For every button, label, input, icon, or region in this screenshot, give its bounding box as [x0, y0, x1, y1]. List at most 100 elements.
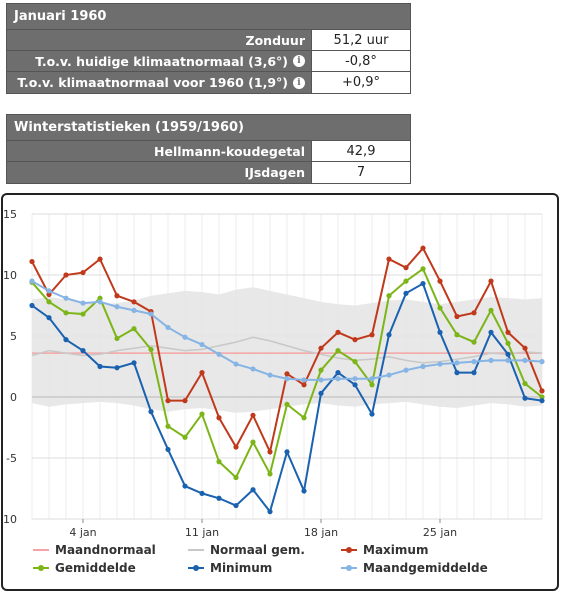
data-point-maximum	[233, 444, 239, 450]
data-point-maximum	[97, 256, 103, 262]
data-point-gemiddelde	[148, 346, 154, 353]
data-point-maximum	[369, 332, 375, 338]
data-point-gemiddelde	[386, 293, 392, 299]
data-point-gemiddelde	[454, 332, 460, 338]
data-point-minimum	[199, 490, 205, 496]
y-tick-label: 10	[3, 269, 17, 282]
legend-item[interactable]: Normaal gem.	[188, 543, 305, 557]
data-point-maandgemiddelde	[488, 357, 494, 363]
data-point-maximum	[539, 388, 545, 394]
data-point-minimum	[29, 302, 35, 309]
legend-item[interactable]: Maandgemiddelde	[341, 561, 488, 575]
data-point-maandgemiddelde	[454, 360, 460, 366]
series-line-normaal-gem	[31, 336, 543, 364]
legend-label: Maandgemiddelde	[363, 561, 488, 575]
data-point-minimum	[284, 449, 290, 455]
data-point-maandgemiddelde	[386, 372, 392, 378]
y-tick-label: 0	[10, 391, 17, 404]
row-value-zonduur: 51,2 uur	[311, 30, 410, 50]
data-point-maximum	[335, 329, 341, 335]
legend-label: Minimum	[210, 561, 273, 575]
legend-item[interactable]: Gemiddelde	[33, 561, 136, 575]
data-point-maandgemiddelde	[437, 361, 443, 367]
data-point-minimum	[46, 315, 52, 321]
data-point-maandgemiddelde	[114, 304, 120, 310]
data-point-minimum	[369, 411, 375, 417]
data-point-maximum	[46, 291, 52, 298]
winter-stats-title: Winterstatistieken (1959/1960)	[7, 115, 410, 141]
legend-label: Maandnormaal	[55, 543, 156, 557]
data-point-gemiddelde	[114, 335, 120, 342]
data-point-minimum	[522, 395, 528, 401]
data-point-maandgemiddelde	[318, 377, 324, 383]
data-point-minimum	[403, 290, 409, 296]
row-label-hellmann: Hellmann-koudegetal	[154, 143, 305, 159]
data-point-minimum	[131, 360, 137, 366]
month-stats-table: Januari 1960 Zonduur 51,2 uur T.o.v. hui…	[6, 3, 411, 94]
x-tick-label: 4 jan	[69, 526, 96, 539]
data-point-minimum	[539, 398, 545, 404]
legend-label: Maximum	[363, 543, 429, 557]
info-icon[interactable]: i	[293, 76, 305, 89]
data-point-minimum	[148, 409, 154, 415]
table-row: T.o.v. huidige klimaatnormaal (3,6°) i -0…	[7, 51, 410, 72]
data-point-minimum	[267, 509, 273, 515]
data-point-gemiddelde	[522, 380, 528, 387]
data-point-gemiddelde	[233, 474, 239, 481]
data-point-maximum	[318, 345, 324, 351]
data-point-minimum	[488, 329, 494, 335]
chart-svg: 10 -5 0 5 10 15 4 jan 11 jan 18 jan 25 jan	[3, 208, 545, 539]
row-value-normaal-1960: +0,9°	[311, 72, 410, 93]
data-point-maandgemiddelde	[97, 299, 103, 305]
data-point-minimum	[318, 390, 324, 396]
row-label-huidige-normaal: T.o.v. huidige klimaatnormaal (3,6°)	[35, 53, 288, 69]
data-point-minimum	[97, 363, 103, 370]
data-point-gemiddelde	[335, 348, 341, 354]
legend-item[interactable]: Maandnormaal	[33, 543, 156, 557]
data-point-minimum	[505, 351, 511, 357]
legend-item[interactable]: Minimum	[188, 561, 272, 575]
data-point-gemiddelde	[63, 310, 69, 316]
info-icon[interactable]: i	[293, 55, 305, 67]
data-point-maximum	[267, 449, 273, 455]
data-point-gemiddelde	[488, 307, 494, 313]
data-point-minimum	[471, 370, 477, 376]
data-point-maandgemiddelde	[63, 295, 69, 301]
data-point-gemiddelde	[284, 401, 290, 407]
data-point-gemiddelde	[199, 411, 205, 417]
data-point-maximum	[131, 299, 137, 305]
data-point-minimum	[335, 370, 341, 376]
data-point-maximum	[420, 245, 426, 251]
data-point-maandgemiddelde	[284, 376, 290, 382]
row-value-hellmann: 42,9	[311, 141, 410, 161]
legend-swatch	[188, 549, 204, 551]
data-point-maximum	[454, 313, 460, 320]
data-point-maximum	[165, 398, 171, 404]
data-point-minimum	[352, 382, 358, 388]
data-point-maandgemiddelde	[233, 361, 239, 367]
month-stats-title: Januari 1960	[7, 4, 410, 30]
data-point-minimum	[165, 446, 171, 453]
data-point-gemiddelde	[437, 305, 443, 311]
legend-item[interactable]: Maximum	[341, 543, 428, 557]
row-label-ijsdagen: IJsdagen	[244, 165, 305, 180]
data-point-gemiddelde	[369, 382, 375, 388]
data-point-maximum	[199, 370, 205, 376]
data-point-maandgemiddelde	[505, 357, 511, 363]
data-point-gemiddelde	[420, 266, 426, 272]
data-point-gemiddelde	[301, 415, 307, 421]
legend-marker	[346, 565, 352, 571]
data-point-gemiddelde	[267, 471, 273, 477]
y-tick-label: -5	[6, 452, 17, 465]
data-point-minimum	[250, 487, 256, 493]
x-tick-label: 25 jan	[423, 526, 457, 539]
data-point-gemiddelde	[318, 367, 324, 373]
data-point-gemiddelde	[80, 311, 86, 317]
data-point-maximum	[301, 382, 307, 388]
legend-marker	[193, 565, 199, 571]
data-point-maximum	[284, 371, 290, 377]
data-point-maandgemiddelde	[46, 288, 52, 294]
data-point-minimum	[301, 488, 307, 494]
legend-marker	[346, 547, 352, 553]
data-point-maandgemiddelde	[301, 377, 307, 383]
